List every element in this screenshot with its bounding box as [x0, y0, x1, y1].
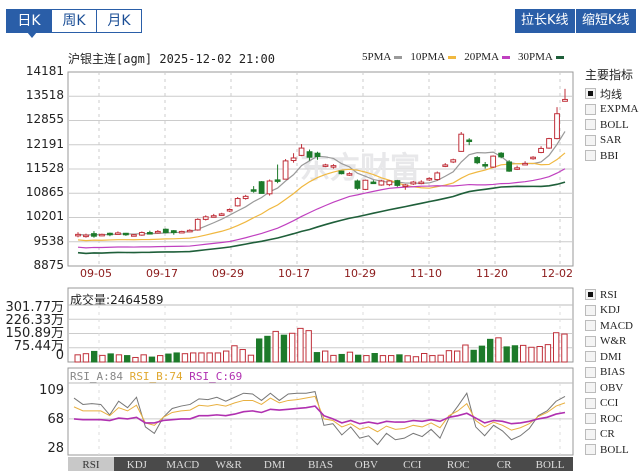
bottom-indicator-tabs: RSI KDJ MACD W&R DMI BIAS OBV CCI ROC CR…: [68, 457, 573, 471]
price-tick: 13518: [25, 88, 64, 102]
sub-indicator-bias[interactable]: BIAS: [585, 365, 633, 381]
checkbox-icon: [585, 382, 596, 394]
bottom-tab-bias[interactable]: BIAS: [307, 459, 334, 471]
sub-indicator-boll[interactable]: BOLL: [585, 442, 633, 458]
checkbox-icon: [585, 320, 596, 332]
legend-swatch-icon: [394, 55, 403, 59]
bottom-tab-roc[interactable]: ROC: [446, 459, 470, 471]
stretch-kline-button[interactable]: 拉长K线: [515, 9, 575, 33]
checkbox-icon: [585, 304, 596, 316]
rsi-tick: 28: [47, 441, 64, 456]
ma-legend-30: 30PMA: [518, 51, 564, 63]
checkbox-icon: [585, 413, 596, 425]
price-tick: 12191: [25, 137, 64, 151]
shrink-kline-button[interactable]: 缩短K线: [576, 9, 636, 33]
date-tick: 10-17: [278, 267, 310, 280]
date-tick: 11-10: [410, 267, 442, 280]
sub-indicator-panel: RSI KDJ MACD W&R DMI BIAS OBV CCI ROC CR…: [585, 287, 633, 458]
bottom-tab-dmi[interactable]: DMI: [263, 459, 286, 471]
rsi-tick: 68: [47, 412, 64, 427]
chart-title: 沪银主连[agm] 2025-12-02 21:00: [68, 52, 275, 66]
date-tick: 12-02: [541, 267, 573, 280]
checkbox-icon: [585, 366, 596, 378]
sub-indicator-macd[interactable]: MACD: [585, 318, 633, 334]
bottom-tab-wr[interactable]: W&R: [215, 459, 242, 471]
sub-indicator-roc[interactable]: ROC: [585, 411, 633, 427]
checkbox-icon: [585, 397, 596, 409]
volume-value: 2464589: [110, 293, 164, 307]
tab-monthly-k[interactable]: 月K: [97, 10, 141, 32]
sub-indicator-cci[interactable]: CCI: [585, 396, 633, 412]
ma-legend-5: 5PMA: [362, 51, 403, 63]
main-indicator-header: 主要指标: [585, 68, 634, 82]
price-tick: 10865: [25, 185, 64, 199]
date-tick: 09-29: [212, 267, 244, 280]
volume-label: 成交量:2464589: [70, 293, 164, 307]
checkbox-icon: [585, 289, 596, 301]
sub-indicator-wr[interactable]: W&R: [585, 334, 633, 350]
legend-swatch-icon: [555, 55, 564, 59]
rsi-b-label: RSI_B:74: [129, 370, 183, 383]
checkbox-icon: [585, 351, 596, 363]
bottom-tab-obv[interactable]: OBV: [354, 459, 378, 471]
rsi-c-label: RSI_C:69: [189, 370, 243, 383]
price-tick: 8875: [33, 258, 64, 272]
sub-indicator-kdj[interactable]: KDJ: [585, 303, 633, 319]
indicator-bbi[interactable]: BBI: [585, 148, 639, 164]
checkbox-icon: [585, 88, 596, 100]
rsi-a-label: RSI_A:84: [70, 370, 123, 383]
bottom-tab-kdj[interactable]: KDJ: [126, 459, 147, 471]
indicator-ma[interactable]: 均线: [585, 86, 639, 102]
bottom-tab-rsi[interactable]: RSI: [68, 457, 114, 471]
bottom-tab-boll[interactable]: BOLL: [535, 459, 565, 471]
sub-indicator-obv[interactable]: OBV: [585, 380, 633, 396]
sub-indicator-dmi[interactable]: DMI: [585, 349, 633, 365]
period-tabs: 日K 周K 月K: [6, 9, 142, 38]
price-tick: 11528: [25, 161, 64, 175]
volume-tick: 0: [55, 348, 64, 363]
checkbox-icon: [585, 119, 596, 131]
volume-tick: 150.89万: [5, 326, 65, 341]
sub-indicator-rsi[interactable]: RSI: [585, 287, 633, 303]
volume-tick: 301.77万: [5, 300, 65, 315]
volume-tick: 226.33万: [5, 313, 65, 328]
checkbox-icon: [585, 444, 596, 456]
price-tick: 14181: [25, 64, 64, 78]
indicator-expma[interactable]: EXPMA: [585, 102, 639, 118]
tab-weekly-k[interactable]: 周K: [52, 10, 97, 32]
price-tick: 12855: [25, 112, 64, 126]
ma-legend: 5PMA 10PMA 20PMA 30PMA: [362, 51, 564, 63]
date-tick: 11-20: [476, 267, 508, 280]
checkbox-icon: [585, 103, 596, 115]
bottom-tab-macd[interactable]: MACD: [166, 459, 200, 471]
bottom-tab-cr[interactable]: CR: [496, 459, 512, 471]
price-tick: 10201: [25, 209, 64, 223]
checkbox-icon: [585, 428, 596, 440]
ma-legend-20: 20PMA: [464, 51, 511, 63]
bottom-tab-cci[interactable]: CCI: [403, 459, 422, 471]
ma-legend-10: 10PMA: [410, 51, 457, 63]
price-tick: 9538: [33, 234, 64, 248]
indicator-boll[interactable]: BOLL: [585, 117, 639, 133]
legend-swatch-icon: [448, 55, 457, 59]
volume-tick: 75.44万: [13, 339, 64, 354]
legend-swatch-icon: [502, 55, 511, 59]
sub-indicator-cr[interactable]: CR: [585, 427, 633, 443]
checkbox-icon: [585, 150, 596, 162]
date-tick: 09-05: [80, 267, 112, 280]
date-tick: 09-17: [146, 267, 178, 280]
date-tick: 10-29: [344, 267, 376, 280]
tab-daily-k[interactable]: 日K: [7, 10, 52, 38]
rsi-tick: 109: [39, 383, 64, 398]
checkbox-icon: [585, 335, 596, 347]
checkbox-icon: [585, 134, 596, 146]
rsi-legend: RSI_A:84 RSI_B:74 RSI_C:69: [70, 370, 242, 383]
main-indicator-panel: 主要指标 均线 EXPMA BOLL SAR BBI: [585, 66, 639, 164]
indicator-sar[interactable]: SAR: [585, 133, 639, 149]
